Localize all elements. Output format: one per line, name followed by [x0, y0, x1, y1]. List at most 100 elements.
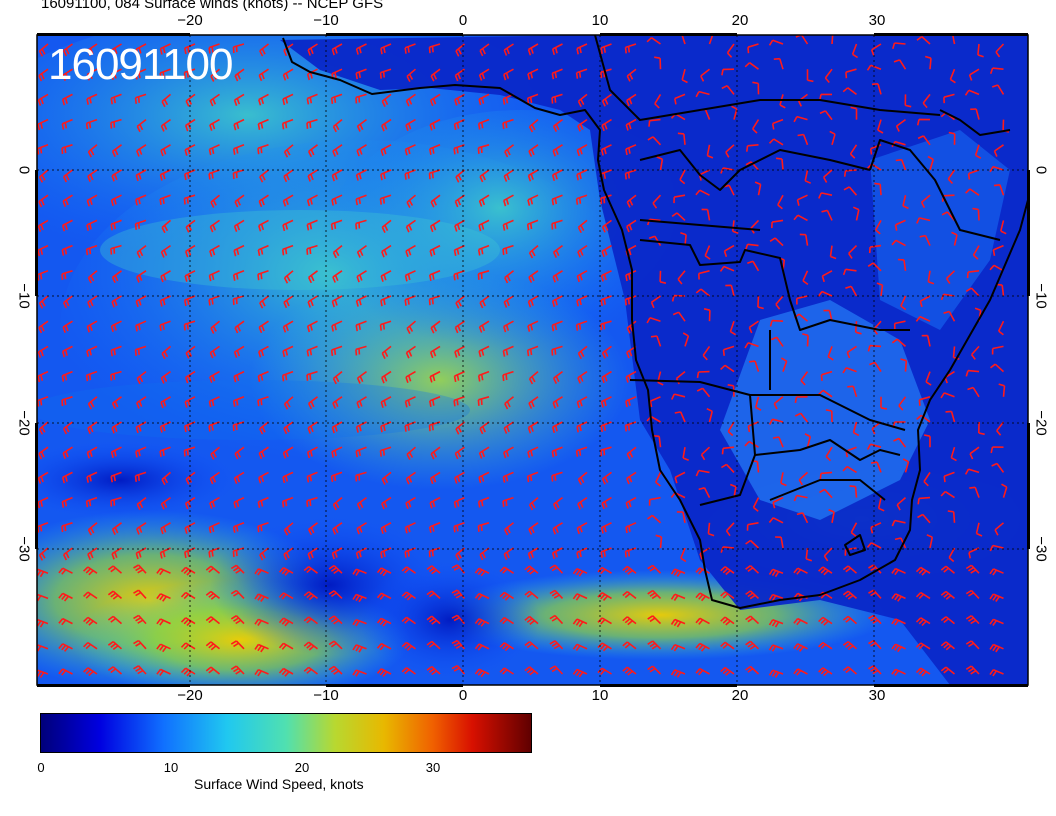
wind-barb — [1000, 220, 1007, 235]
wind-barb — [780, 357, 788, 372]
wind-barb — [679, 169, 686, 185]
wind-barb — [866, 443, 882, 450]
wind-barb — [945, 410, 956, 423]
wind-barb — [135, 320, 147, 332]
wind-barb — [524, 565, 539, 575]
wind-barb — [600, 547, 612, 559]
wind-barb — [552, 396, 563, 409]
wind-barb — [972, 245, 980, 260]
wind-barb — [552, 244, 563, 258]
wind-barb — [991, 345, 1004, 355]
wind-barb — [429, 270, 441, 281]
wind-barb — [58, 668, 73, 676]
wind-barb — [37, 370, 49, 383]
wind-barb — [626, 446, 637, 460]
wind-barb — [37, 471, 49, 484]
wind-barb — [848, 245, 858, 259]
wind-barb — [674, 411, 686, 423]
wind-barb — [205, 641, 221, 651]
wind-barb — [989, 618, 1004, 626]
wind-barb — [426, 590, 441, 599]
wind-barb — [502, 471, 514, 483]
wind-barb — [870, 43, 882, 56]
wind-barb — [819, 488, 833, 499]
wind-barb — [891, 519, 906, 527]
wind-barb — [696, 387, 711, 398]
wind-barb — [110, 471, 122, 483]
wind-barb — [404, 295, 416, 306]
wind-barb — [356, 118, 367, 132]
wind-barb — [528, 370, 539, 385]
wind-barb — [381, 93, 392, 107]
wind-barb — [184, 118, 196, 132]
wind-barb — [257, 496, 269, 508]
wind-barb — [970, 108, 980, 120]
wind-barb — [503, 547, 514, 560]
colorbar-label: Surface Wind Speed, knots — [194, 776, 364, 792]
wind-barb — [674, 93, 686, 105]
wind-barb — [332, 144, 343, 157]
wind-barb — [850, 106, 858, 120]
wind-barb — [254, 568, 269, 576]
wind-barb — [328, 665, 343, 675]
wind-barb — [355, 471, 367, 482]
wind-barb — [940, 666, 956, 675]
wind-barb — [502, 219, 514, 231]
wind-barb — [576, 396, 588, 409]
wind-barb — [160, 496, 171, 510]
wind-barb — [893, 437, 907, 448]
wind-barb — [61, 118, 73, 130]
wind-barb — [404, 522, 416, 534]
wind-barb — [355, 43, 367, 55]
wind-barb — [748, 320, 759, 334]
wind-barb — [818, 389, 833, 398]
wind-barb — [725, 284, 735, 297]
wind-barb — [902, 458, 910, 473]
wind-barb — [184, 270, 196, 282]
wind-barb — [850, 522, 858, 537]
wind-barb — [977, 43, 984, 58]
wind-barb — [970, 345, 980, 360]
wind-barb — [355, 320, 367, 332]
wind-barb — [695, 90, 710, 98]
wind-barb — [282, 68, 294, 81]
wind-barb — [577, 118, 588, 132]
wind-barb — [282, 320, 294, 333]
wind-barb — [721, 446, 735, 455]
wind-barb — [381, 118, 392, 132]
wind-barb — [891, 567, 906, 576]
wind-barb — [232, 522, 245, 533]
wind-barb — [894, 219, 906, 231]
x-tick-top: −10 — [313, 12, 339, 29]
wind-barb — [624, 421, 637, 432]
wind-barb — [61, 471, 73, 484]
wind-barb — [85, 244, 98, 256]
wind-barb — [796, 512, 809, 524]
wind-barb — [307, 43, 318, 56]
wind-barb — [328, 590, 343, 599]
x-tick-top: 20 — [731, 12, 749, 29]
wind-barb — [306, 496, 318, 507]
wind-barb — [752, 81, 760, 95]
wind-barb — [379, 68, 392, 79]
wind-barb — [995, 43, 1005, 58]
wind-barb — [921, 334, 931, 347]
wind-barb — [880, 396, 888, 410]
wind-barb — [281, 496, 294, 508]
wind-barb — [601, 93, 612, 107]
wind-barb — [307, 270, 318, 284]
wind-barb — [258, 320, 269, 334]
wind-barb — [950, 446, 957, 462]
wind-barb — [278, 667, 294, 677]
wind-barb — [940, 565, 956, 574]
wind-barb — [670, 568, 686, 577]
x-tick-top: 10 — [591, 12, 609, 29]
wind-barb — [502, 244, 514, 256]
wind-barb — [829, 245, 837, 260]
wind-barb — [551, 93, 563, 104]
wind-barb — [62, 194, 73, 207]
wind-barb — [478, 471, 490, 484]
wind-barb — [802, 270, 809, 286]
wind-barb — [37, 118, 49, 131]
wind-barb — [282, 93, 294, 106]
